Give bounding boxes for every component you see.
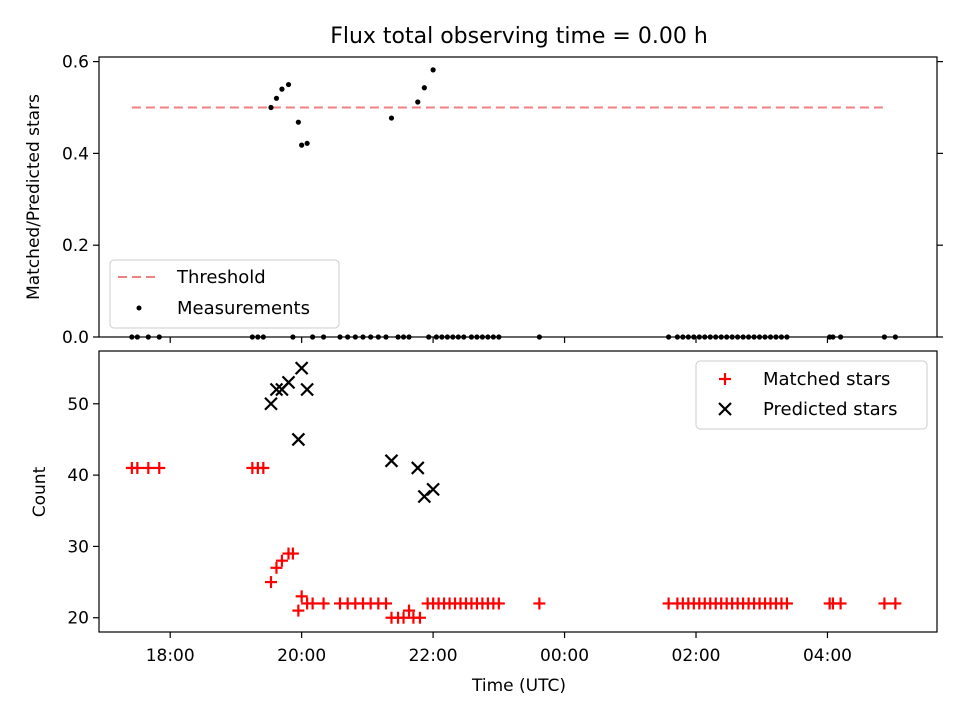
top-legend: Threshold Measurements (109, 259, 340, 329)
predicted-point-b (417, 489, 432, 504)
measurement-point (273, 95, 280, 101)
predicted-point-b (426, 482, 440, 497)
top-y-ticks: 0.0 0.2 0.4 0.6 (62, 53, 943, 348)
bottom-x-tick-label: 22:00 (409, 646, 458, 666)
predicted-point (294, 361, 309, 375)
legend-predicted-marker-b (718, 402, 732, 416)
predicted-point-b (294, 361, 309, 375)
bottom-x-tick-label: 00:00 (540, 646, 589, 666)
matched-point (413, 611, 426, 624)
predicted-point-b (384, 454, 399, 468)
measurement-point (415, 99, 421, 105)
predicted-point (264, 396, 278, 411)
bottom-y-tick-label: 30 (67, 537, 89, 557)
matched-point (780, 597, 793, 610)
bottom-y-tick-label: 20 (67, 609, 89, 629)
matched-point (403, 604, 416, 617)
predicted-point (426, 482, 440, 497)
bottom-y-axis-label: Count (30, 466, 50, 517)
bottom-x-tick-label: 20:00 (277, 646, 326, 666)
bottom-legend-box (695, 360, 928, 430)
measurement-point (430, 67, 436, 73)
measurement-point (388, 115, 395, 121)
predicted-point (417, 489, 432, 504)
matched-stars-series (125, 461, 902, 624)
matched-point (131, 461, 144, 474)
x-axis-label: Time (UTC) (471, 676, 566, 696)
matched-point (306, 597, 319, 610)
chart-title: Flux total observing time = 0.00 h (330, 24, 708, 49)
matched-point (270, 561, 283, 574)
top-y-tick-label: 0.2 (62, 236, 89, 256)
legend-predicted-marker (718, 402, 732, 416)
bottom-x-tick-label: 02:00 (672, 646, 721, 666)
matched-point (878, 597, 891, 610)
predicted-point (300, 382, 314, 397)
measurement-point (299, 142, 305, 148)
matched-point (834, 597, 847, 610)
predicted-point-b (281, 375, 296, 390)
predicted-point (269, 382, 284, 397)
legend-matched-swatch (719, 373, 731, 385)
bottom-x-tick-label: 04:00 (803, 646, 852, 666)
matched-point (317, 597, 330, 610)
top-panel: 0.0 0.2 0.4 0.6 Matched/Predicted stars Thr… (24, 53, 943, 348)
legend-matched-marker (719, 373, 731, 385)
measurement-point (285, 81, 292, 88)
measurement-point (268, 104, 274, 111)
legend-matched-label: Matched stars (763, 369, 890, 390)
matched-point (286, 547, 299, 560)
measurement-point (421, 85, 427, 91)
bottom-y-tick-label: 50 (67, 395, 89, 415)
predicted-point (291, 432, 306, 447)
bottom-x-tick-label: 18:00 (146, 646, 195, 666)
matched-point (257, 461, 270, 474)
predicted-point-b (269, 382, 284, 397)
bottom-axes-frame (98, 350, 938, 633)
legend-threshold-label: Threshold (176, 267, 266, 288)
predicted-point-b (264, 396, 278, 411)
top-y-tick-label: 0.4 (62, 144, 89, 164)
predicted-point-b (410, 461, 425, 475)
top-y-tick-label: 0.0 (62, 328, 89, 348)
matched-point (142, 461, 155, 474)
measurement-point (279, 86, 285, 92)
matched-point (533, 597, 546, 610)
bottom-y-tick-label: 40 (67, 466, 89, 486)
top-y-axis-label: Matched/Predicted stars (24, 94, 44, 300)
matched-point (492, 597, 505, 610)
predicted-point-b (300, 382, 314, 397)
matched-point (264, 576, 277, 589)
predicted-stars-series (264, 361, 440, 504)
predicted-point (410, 461, 425, 475)
top-legend-box (109, 259, 340, 329)
legend-predicted-label: Predicted stars (763, 399, 897, 420)
top-y-tick-label: 0.6 (62, 53, 89, 73)
matched-point (275, 554, 288, 567)
matched-point (292, 604, 305, 617)
legend-predicted-swatch (718, 402, 732, 416)
legend-measurements-label: Measurements (177, 298, 310, 319)
measurement-point (295, 119, 301, 125)
matched-point (153, 461, 166, 474)
top-axes-frame (98, 56, 938, 338)
legend-measurements-swatch (136, 305, 142, 311)
predicted-point (384, 454, 399, 468)
matched-point (380, 597, 393, 610)
matched-point (295, 590, 308, 603)
measurement-point (304, 140, 310, 146)
bottom-legend: Matched stars Predicted stars (695, 360, 928, 430)
predicted-point (281, 375, 296, 390)
predicted-point-b (291, 432, 306, 447)
bottom-y-ticks: 20 30 40 50 (67, 395, 99, 629)
matched-point (889, 597, 902, 610)
bottom-x-ticks: 18:00 20:00 22:00 00:00 02:00 04:00 (146, 632, 852, 666)
